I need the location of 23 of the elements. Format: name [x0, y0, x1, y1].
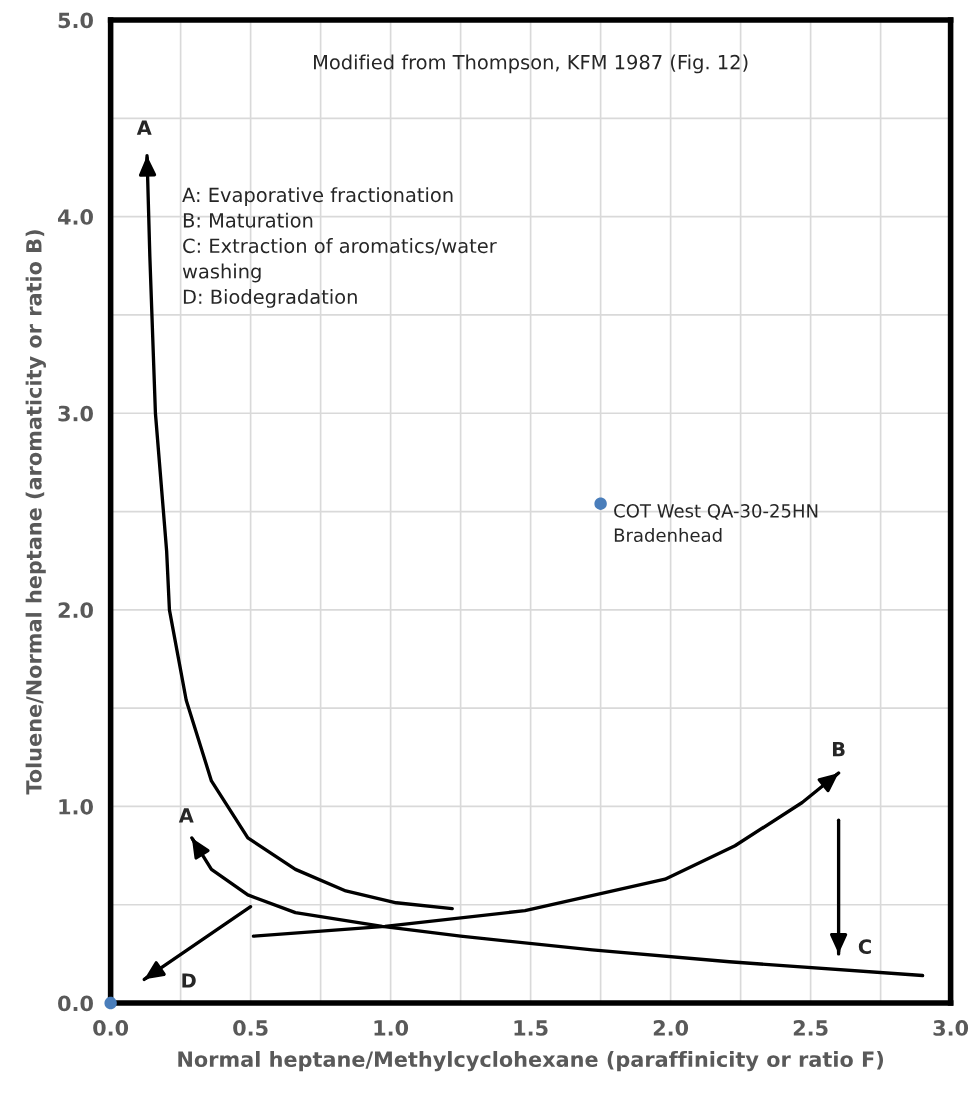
annotation: B [832, 741, 845, 757]
x-tick-label: 0.5 [233, 1020, 268, 1036]
annotation: A [136, 120, 152, 135]
x-tick-label: 1.0 [374, 1020, 409, 1036]
annotation: Modified from Thompson, KFM 1987 (Fig. 12) [314, 54, 748, 74]
series-label: COT West QA-30-25HN Bradenhead [614, 504, 818, 542]
y-tick-label: 1.0 [59, 798, 93, 815]
annotation: D [182, 973, 196, 988]
y-axis-title: Toluene/Normal heptane (aromaticity or ratio B) [25, 230, 46, 795]
annotation: C [858, 939, 871, 954]
y-tick-label: 0.0 [58, 995, 93, 1012]
y-tick-label: 2.0 [58, 602, 93, 619]
y-tick-label: 5.0 [58, 12, 93, 29]
x-tick-label: 0.0 [93, 1020, 129, 1036]
y-tick-label: 3.0 [58, 405, 93, 422]
x-axis-title: Normal heptane/Methylcyclohexane (paraffinicity or ratio F) [178, 1050, 884, 1072]
y-tick-label: 4.0 [57, 209, 93, 225]
x-tick-label: 2.5 [793, 1020, 828, 1036]
x-tick-label: 2.0 [653, 1020, 689, 1036]
annotation: A [178, 808, 194, 823]
annotation: A: Evaporative fractionation B: Maturation C: Extraction of aromatics/water washing D: Biodegradation [182, 187, 497, 308]
x-tick-label: 3.0 [933, 1020, 969, 1036]
x-tick-label: 1.5 [514, 1020, 548, 1036]
